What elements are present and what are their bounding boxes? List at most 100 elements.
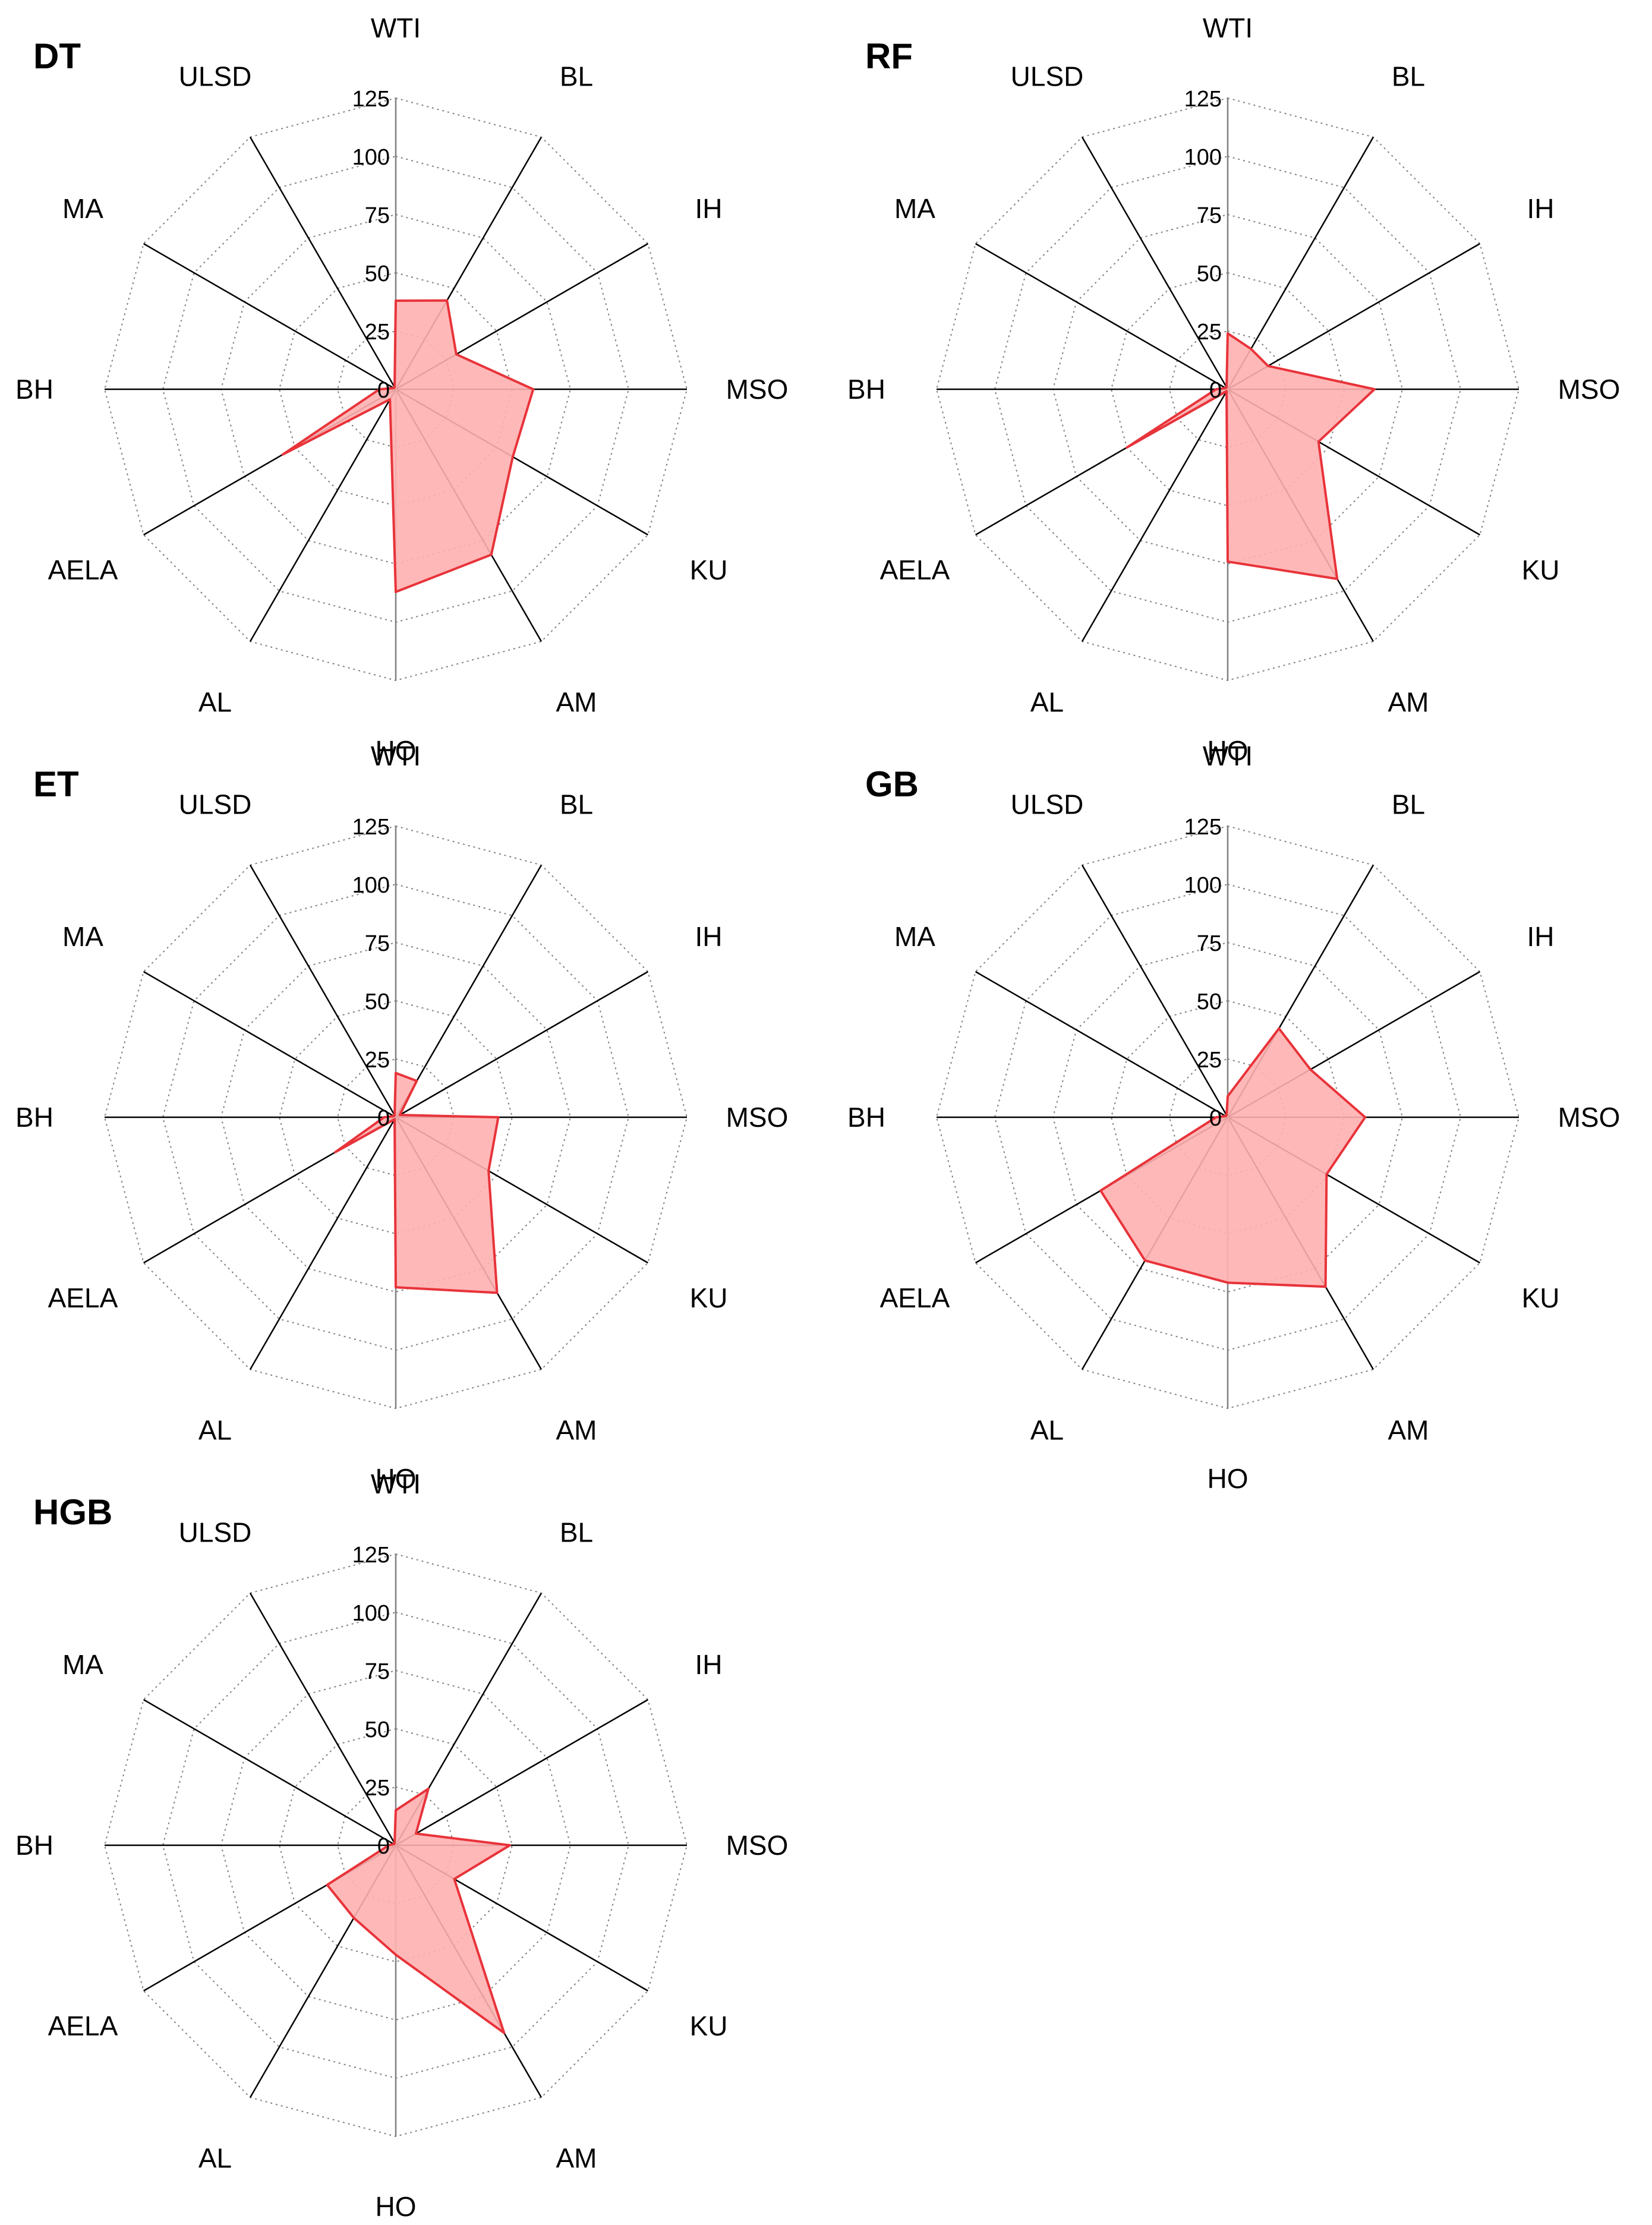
axis-label-mso: MSO <box>726 1102 789 1133</box>
axis-spoke-bl <box>395 865 543 1118</box>
radar-panel-gb: 0 25 50 75 100 125 WTI BL IH MSO KU AM HO AL AELA BH MA U… <box>847 740 1620 1494</box>
axis-spoke-ulsd <box>1081 865 1229 1118</box>
r-tick-label: 25 <box>365 1776 390 1801</box>
r-tick-label: 125 <box>352 1543 390 1568</box>
axis-spoke-ma <box>143 1698 396 1846</box>
axis-label-ulsd: ULSD <box>179 1517 252 1548</box>
axis-label-bh: BH <box>15 1102 53 1133</box>
axis-label-wti: WTI <box>371 1468 421 1499</box>
r-tick-label: 75 <box>1197 931 1222 956</box>
axis-spoke-ih <box>395 970 648 1118</box>
series-area-dt <box>281 299 535 594</box>
axis-label-am: AM <box>556 2143 597 2174</box>
radar-panel-rf: 0 25 50 75 100 125 WTI BL IH MSO KU AM HO AL AELA BH MA U… <box>847 12 1620 766</box>
r-tick-label: 50 <box>1197 261 1222 286</box>
axis-label-ho: HO <box>1208 1463 1249 1494</box>
axis-spoke-al <box>249 389 397 642</box>
r-tick-label: 100 <box>1184 145 1222 170</box>
r-tick-label: 50 <box>365 989 390 1014</box>
axis-label-am: AM <box>556 1415 597 1446</box>
axis-spoke-ulsd <box>249 137 397 390</box>
axis-label-bl: BL <box>1392 789 1425 820</box>
axis-label-bl: BL <box>1392 61 1425 92</box>
panel-title: RF <box>865 36 913 76</box>
axis-label-ih: IH <box>695 193 723 224</box>
axis-spoke-ulsd <box>249 1593 397 1846</box>
axis-label-ulsd: ULSD <box>1011 61 1084 92</box>
axis-label-aela: AELA <box>880 1282 950 1313</box>
axis-spoke-ma <box>143 970 396 1118</box>
axis-label-bh: BH <box>847 1102 885 1133</box>
panel-title: HGB <box>33 1492 112 1532</box>
axis-spoke-ulsd <box>1081 137 1229 390</box>
axis-spoke-al <box>249 1117 397 1370</box>
axis-label-ulsd: ULSD <box>179 61 252 92</box>
axis-label-ma: MA <box>62 193 103 224</box>
r-tick-label: 0 <box>1209 1106 1222 1131</box>
r-tick-label: 100 <box>352 873 390 898</box>
axis-label-ho: HO <box>376 735 417 766</box>
axis-label-mso: MSO <box>1558 374 1621 405</box>
axis-label-ku: KU <box>690 1282 728 1313</box>
axis-label-ma: MA <box>894 193 935 224</box>
axis-label-wti: WTI <box>1203 740 1253 771</box>
radar-panel-et: 0 25 50 75 100 125 WTI BL IH MSO KU AM HO AL AELA BH MA U… <box>15 740 788 1494</box>
axis-spoke-ih <box>395 1698 648 1846</box>
axis-label-ma: MA <box>894 921 935 952</box>
axis-label-al: AL <box>198 1415 232 1446</box>
axis-label-ih: IH <box>695 921 723 952</box>
axis-label-ku: KU <box>690 2010 728 2041</box>
r-tick-label: 100 <box>352 145 390 170</box>
axis-label-ku: KU <box>1522 1282 1560 1313</box>
axis-label-al: AL <box>1030 687 1064 718</box>
axis-label-mso: MSO <box>726 374 789 405</box>
r-tick-label: 100 <box>352 1601 390 1626</box>
axis-label-al: AL <box>1030 1415 1064 1446</box>
r-tick-label: 125 <box>1184 87 1222 112</box>
axis-spoke-ma <box>143 242 396 390</box>
series-area-et <box>334 1071 500 1294</box>
axis-label-al: AL <box>198 687 232 718</box>
r-tick-label: 50 <box>1197 989 1222 1014</box>
axis-spoke-ma <box>975 970 1228 1118</box>
panel-title: GB <box>865 764 919 804</box>
axis-label-am: AM <box>1388 687 1429 718</box>
radar-panel-hgb: 0 25 50 75 100 125 WTI BL IH MSO KU AM HO AL AELA BH MA U… <box>15 1468 788 2222</box>
axis-label-bh: BH <box>15 374 53 405</box>
r-tick-label: 75 <box>1197 203 1222 228</box>
axis-label-aela: AELA <box>48 2010 118 2041</box>
r-tick-label: 75 <box>365 203 390 228</box>
axis-label-aela: AELA <box>880 554 950 585</box>
radar-panel-dt: 0 25 50 75 100 125 WTI BL IH MSO KU AM HO AL AELA BH MA U… <box>15 12 788 766</box>
axis-label-ma: MA <box>62 1649 103 1680</box>
r-tick-label: 50 <box>365 1717 390 1742</box>
series-area-hgb <box>326 1787 512 2034</box>
axis-label-bh: BH <box>15 1830 53 1861</box>
axis-spoke-ulsd <box>249 865 397 1118</box>
axis-label-am: AM <box>1388 1415 1429 1446</box>
axis-label-ho: HO <box>376 1463 417 1494</box>
axis-label-wti: WTI <box>371 12 421 43</box>
axis-label-ih: IH <box>1527 193 1555 224</box>
r-tick-label: 25 <box>1197 320 1222 345</box>
axis-label-ma: MA <box>62 921 103 952</box>
axis-label-ku: KU <box>1522 554 1560 585</box>
panel-title: ET <box>33 764 79 804</box>
axis-label-bl: BL <box>560 789 593 820</box>
r-tick-label: 100 <box>1184 873 1222 898</box>
r-tick-label: 25 <box>365 1048 390 1073</box>
r-tick-label: 75 <box>365 931 390 956</box>
series-area-gb <box>1099 1027 1367 1288</box>
r-tick-label: 0 <box>377 1106 390 1131</box>
axis-label-ulsd: ULSD <box>179 789 252 820</box>
r-tick-label: 125 <box>352 87 390 112</box>
axis-label-ih: IH <box>1527 921 1555 952</box>
axis-label-aela: AELA <box>48 554 118 585</box>
r-tick-label: 75 <box>365 1659 390 1684</box>
r-tick-label: 50 <box>365 261 390 286</box>
r-tick-label: 25 <box>1197 1048 1222 1073</box>
axis-label-ih: IH <box>695 1649 723 1680</box>
series-area-rf <box>1125 332 1376 581</box>
